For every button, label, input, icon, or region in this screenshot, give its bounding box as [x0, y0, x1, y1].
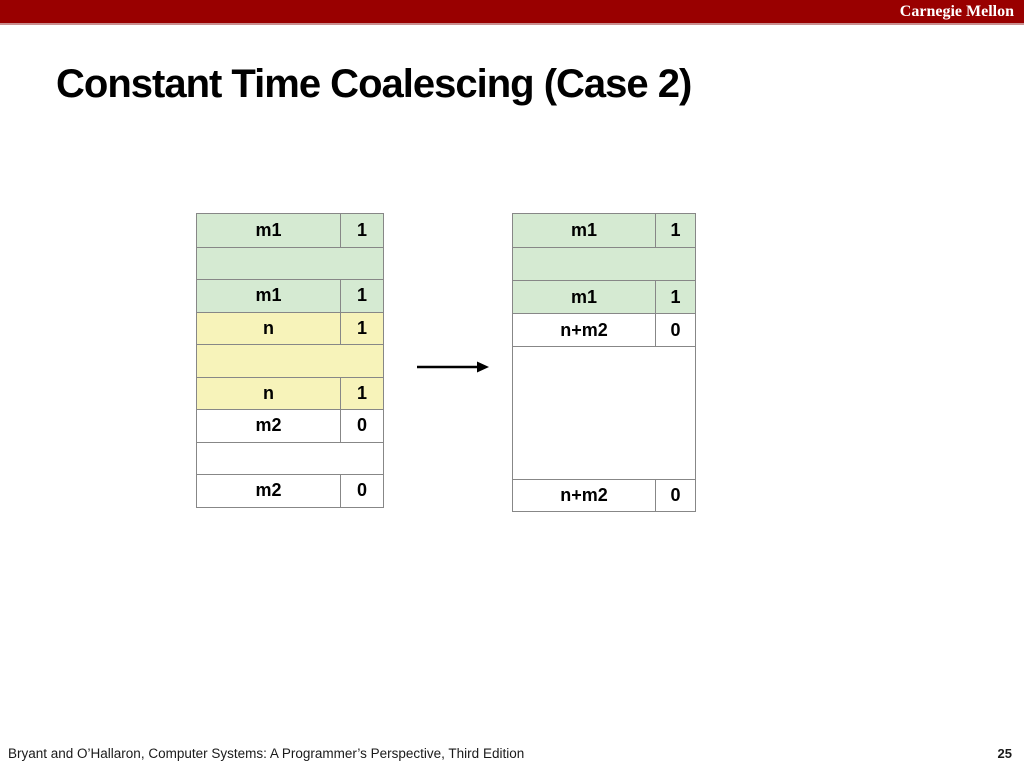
cell-allocated-bit: 0: [356, 415, 367, 436]
cell-block-label: m2: [197, 475, 341, 507]
cell-allocated-bit: 1: [356, 382, 367, 403]
slide-page-number: 25: [997, 746, 1012, 761]
cell-block-label: m1: [197, 280, 341, 312]
block-row: m1 1: [513, 280, 695, 313]
cell-allocated-bit: 0: [670, 485, 681, 505]
cell-allocated-bit: 1: [356, 285, 367, 306]
cell-allocated-bit: 1: [356, 317, 367, 338]
cell-block-label: n: [197, 377, 341, 409]
brand-logo-text: Carnegie Mellon: [899, 3, 1014, 20]
block-row: m1 1: [197, 279, 383, 312]
block-row-empty: [197, 246, 383, 279]
block-row: m1 1: [513, 214, 695, 247]
cell-allocated-bit: 1: [356, 219, 367, 240]
cell-block-label: m1: [197, 214, 341, 247]
cell-allocated-bit: 1: [670, 220, 681, 240]
cell-allocated-bit: 1: [670, 286, 681, 307]
cell-block-label: m2: [197, 410, 341, 442]
block-row-empty: [197, 344, 383, 377]
memory-table-before: m1 1 m1 1 n 1 n 1 m2 0 m2 0: [196, 213, 384, 508]
cell-block-label: n: [197, 312, 341, 344]
block-row-empty: [197, 441, 383, 474]
cell-block-label: m1: [513, 214, 656, 247]
block-row: m1 1: [197, 214, 383, 247]
block-row: n+m2 0: [513, 313, 695, 346]
page-title: Constant Time Coalescing (Case 2): [56, 62, 692, 106]
cell-block-label: n+m2: [513, 314, 656, 346]
cell-block-label: n+m2: [513, 480, 656, 511]
cell-allocated-bit: 0: [670, 319, 681, 340]
block-row: m2 0: [197, 474, 383, 507]
header-bar: Carnegie Mellon: [0, 0, 1024, 25]
block-row-empty: [513, 346, 695, 479]
right-arrow-icon: [417, 361, 489, 373]
block-row: m2 0: [197, 409, 383, 442]
memory-table-after: m1 1 m1 1 n+m2 0 n+m2 0: [512, 213, 696, 512]
cell-allocated-bit: 0: [356, 480, 367, 501]
block-row-empty: [513, 247, 695, 280]
block-row: n+m2 0: [513, 479, 695, 511]
cell-block-label: m1: [513, 281, 656, 313]
footer-citation: Bryant and O’Hallaron, Computer Systems:…: [8, 746, 525, 761]
